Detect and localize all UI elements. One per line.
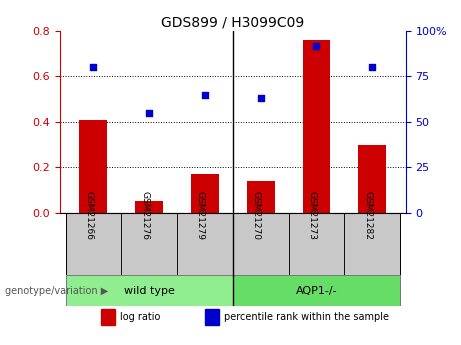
- Text: GSM21273: GSM21273: [307, 191, 316, 240]
- Point: [90, 65, 97, 70]
- Bar: [302, 40, 331, 213]
- Point: [313, 43, 320, 48]
- Bar: [289, 213, 344, 275]
- Bar: [177, 213, 233, 275]
- Bar: [65, 275, 233, 306]
- Bar: [205, 309, 219, 325]
- Text: percentile rank within the sample: percentile rank within the sample: [224, 312, 389, 322]
- Point: [368, 65, 376, 70]
- Point: [257, 96, 264, 101]
- Bar: [101, 309, 115, 325]
- Text: GSM21266: GSM21266: [84, 191, 94, 240]
- Text: GSM21270: GSM21270: [252, 191, 260, 240]
- Bar: [191, 174, 219, 213]
- Text: wild type: wild type: [124, 286, 175, 296]
- Point: [146, 110, 153, 116]
- Text: GSM21282: GSM21282: [363, 191, 372, 240]
- Bar: [344, 213, 400, 275]
- Text: AQP1-/-: AQP1-/-: [296, 286, 337, 296]
- Bar: [65, 213, 121, 275]
- Text: log ratio: log ratio: [120, 312, 161, 322]
- Bar: [358, 145, 386, 213]
- Bar: [247, 181, 275, 213]
- Bar: [135, 201, 163, 213]
- Bar: [121, 213, 177, 275]
- Bar: [233, 213, 289, 275]
- Bar: [79, 120, 107, 213]
- Text: GSM21279: GSM21279: [196, 191, 205, 240]
- Text: genotype/variation ▶: genotype/variation ▶: [5, 286, 108, 296]
- Title: GDS899 / H3099C09: GDS899 / H3099C09: [161, 16, 304, 30]
- Point: [201, 92, 209, 97]
- Text: GSM21276: GSM21276: [140, 191, 149, 240]
- Bar: [233, 275, 400, 306]
